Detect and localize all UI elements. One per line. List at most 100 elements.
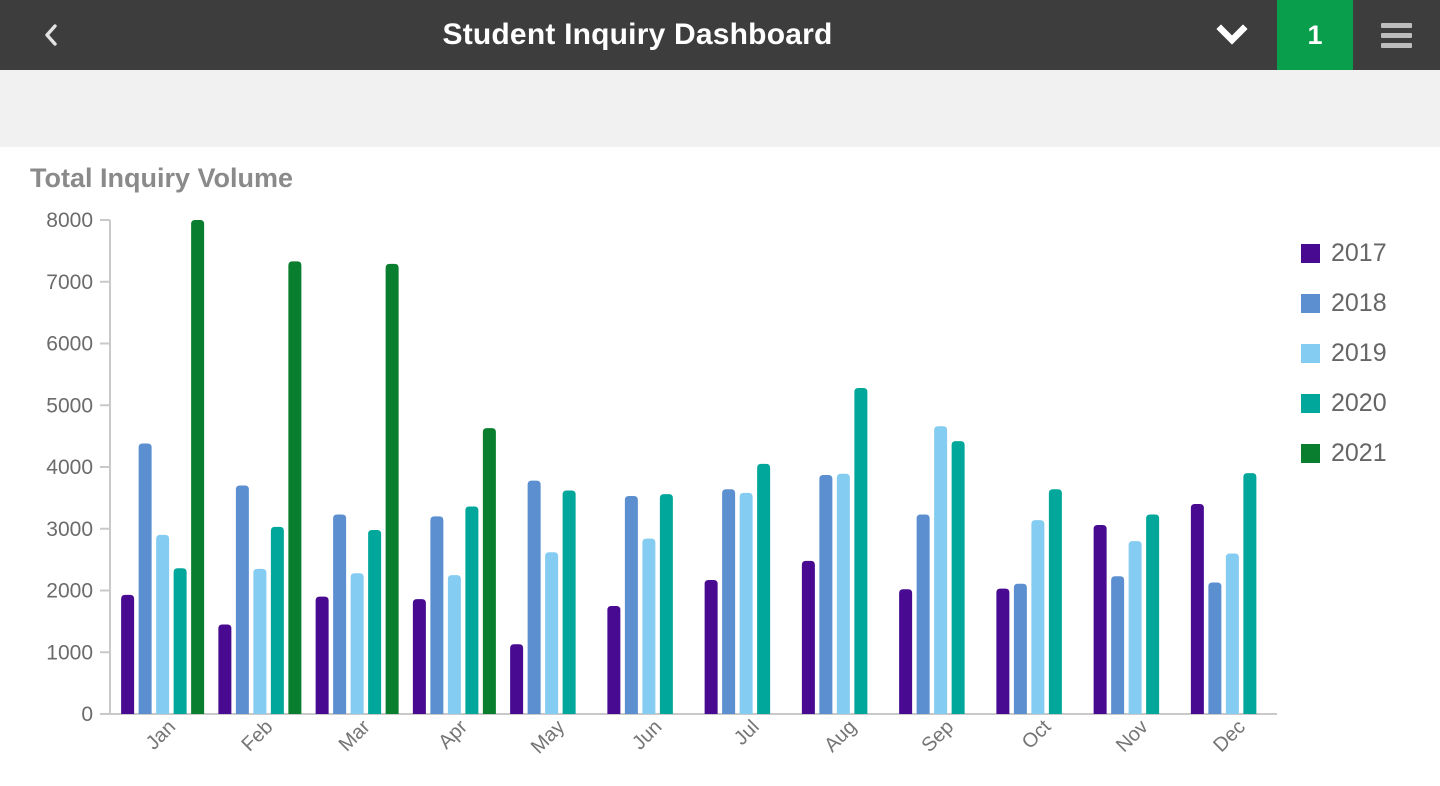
bar-2020-nov[interactable] (1146, 514, 1160, 714)
x-axis-label: Oct (1018, 716, 1056, 754)
bar-2018-apr[interactable] (430, 516, 444, 714)
bar-2017-nov[interactable] (1093, 525, 1107, 714)
bar-2017-jul[interactable] (704, 580, 718, 714)
bar-2018-aug[interactable] (819, 475, 833, 714)
y-axis-label: 2000 (46, 580, 93, 603)
bar-2018-dec[interactable] (1208, 582, 1222, 714)
bar-2017-jun[interactable] (607, 605, 621, 714)
bar-2019-dec[interactable] (1225, 553, 1239, 714)
x-axis-label: Nov (1112, 716, 1153, 757)
y-axis-label: 1000 (46, 641, 93, 664)
hamburger-icon (1381, 18, 1412, 53)
bar-2018-jan[interactable] (138, 443, 152, 714)
bar-2017-aug[interactable] (801, 560, 815, 714)
bar-2020-jan[interactable] (173, 568, 187, 714)
menu-button[interactable] (1353, 0, 1440, 70)
app-header: Student Inquiry Dashboard 1 (0, 0, 1440, 70)
bar-chart-canvas: 0 1000 2000 3000 4000 5000 6000 7000 8000 Jan Feb M… (46, 209, 1277, 758)
bar-2017-dec[interactable] (1190, 504, 1204, 714)
bar-2017-sep[interactable] (899, 589, 913, 714)
bar-2017-feb[interactable] (218, 624, 232, 714)
legend-swatch (1301, 393, 1320, 413)
y-axis-label: 0 (81, 703, 93, 726)
legend-label: 2017 (1331, 238, 1387, 267)
page-number-badge[interactable]: 1 (1277, 0, 1353, 70)
collapse-button[interactable] (1201, 0, 1263, 70)
y-axis-label: 6000 (46, 333, 93, 356)
legend-label: 2021 (1331, 438, 1387, 467)
bar-2018-feb[interactable] (235, 485, 249, 714)
bar-2018-sep[interactable] (916, 514, 930, 714)
bar-2018-jul[interactable] (722, 489, 736, 714)
bar-2018-oct[interactable] (1013, 583, 1027, 714)
bar-2017-oct[interactable] (996, 588, 1010, 714)
bar-2020-mar[interactable] (368, 529, 382, 714)
bar-2019-oct[interactable] (1031, 520, 1045, 714)
legend-item-2021[interactable]: 2021 (1301, 438, 1387, 468)
bar-2020-may[interactable] (562, 490, 576, 714)
bar-2019-jul[interactable] (739, 492, 753, 714)
x-axis-label: Jul (730, 716, 764, 750)
bar-2018-nov[interactable] (1111, 576, 1125, 714)
legend-swatch (1301, 243, 1320, 263)
bar-2021-mar[interactable] (385, 263, 399, 714)
bar-2020-sep[interactable] (951, 441, 965, 714)
bar-2020-dec[interactable] (1243, 473, 1257, 714)
back-button[interactable] (28, 0, 74, 70)
bar-2020-jul[interactable] (757, 463, 771, 714)
legend-label: 2020 (1331, 388, 1387, 417)
dashboard-content: Total Inquiry Volume 0 1000 2000 3000 4000 50… (0, 147, 1440, 786)
x-axis-label: Feb (237, 716, 277, 756)
legend-swatch (1301, 443, 1320, 463)
legend-item-2017[interactable]: 2017 (1301, 238, 1387, 268)
bar-2017-apr[interactable] (412, 599, 426, 714)
bar-2017-may[interactable] (510, 644, 524, 714)
inquiry-volume-chart: 0 1000 2000 3000 4000 5000 6000 7000 8000 Jan Feb M… (0, 195, 1440, 786)
x-axis-label: Dec (1209, 716, 1250, 757)
legend-label: 2019 (1331, 338, 1387, 367)
bar-2019-aug[interactable] (836, 473, 850, 714)
bar-2017-jan[interactable] (121, 594, 135, 714)
bar-2018-may[interactable] (527, 480, 541, 714)
chevron-down-icon (1216, 24, 1248, 45)
x-axis-label: Jun (628, 716, 666, 754)
x-axis-label: Apr (434, 716, 472, 754)
toolbar-band (0, 70, 1440, 147)
bar-2020-feb[interactable] (270, 526, 284, 714)
bar-2021-feb[interactable] (288, 261, 302, 714)
bar-2021-jan[interactable] (191, 220, 205, 714)
bar-2021-apr[interactable] (482, 428, 496, 714)
legend-item-2019[interactable]: 2019 (1301, 338, 1387, 368)
page-title: Student Inquiry Dashboard (442, 18, 833, 51)
legend-label: 2018 (1331, 288, 1387, 317)
bar-2019-sep[interactable] (934, 426, 948, 714)
bar-2019-jun[interactable] (642, 538, 656, 714)
bar-2017-mar[interactable] (315, 596, 329, 714)
bar-2020-jun[interactable] (659, 494, 673, 714)
bar-2019-jan[interactable] (156, 534, 170, 714)
chart-legend: 2017 2018 2019 2020 2021 (1301, 238, 1387, 488)
bar-2019-may[interactable] (545, 552, 559, 714)
bar-2020-aug[interactable] (854, 387, 868, 714)
y-axis-label: 7000 (46, 271, 93, 294)
legend-swatch (1301, 293, 1320, 313)
bar-2020-apr[interactable] (465, 506, 479, 714)
legend-item-2020[interactable]: 2020 (1301, 388, 1387, 418)
x-axis-label: Mar (335, 716, 375, 756)
y-axis-label: 3000 (46, 518, 93, 541)
bar-2018-jun[interactable] (624, 496, 638, 714)
x-axis-label: Sep (917, 716, 958, 757)
bar-2019-apr[interactable] (447, 575, 461, 714)
bar-2019-mar[interactable] (350, 573, 364, 714)
y-axis-label: 8000 (46, 209, 93, 232)
legend-item-2018[interactable]: 2018 (1301, 288, 1387, 318)
y-axis-label: 5000 (46, 394, 93, 417)
bar-2019-nov[interactable] (1128, 541, 1142, 714)
x-axis-label: Aug (820, 716, 861, 757)
bar-2019-feb[interactable] (253, 568, 267, 714)
x-axis-label: Jan (142, 716, 180, 754)
bar-2020-oct[interactable] (1048, 489, 1062, 714)
x-axis-label: May (527, 716, 569, 758)
bar-2018-mar[interactable] (333, 514, 347, 714)
